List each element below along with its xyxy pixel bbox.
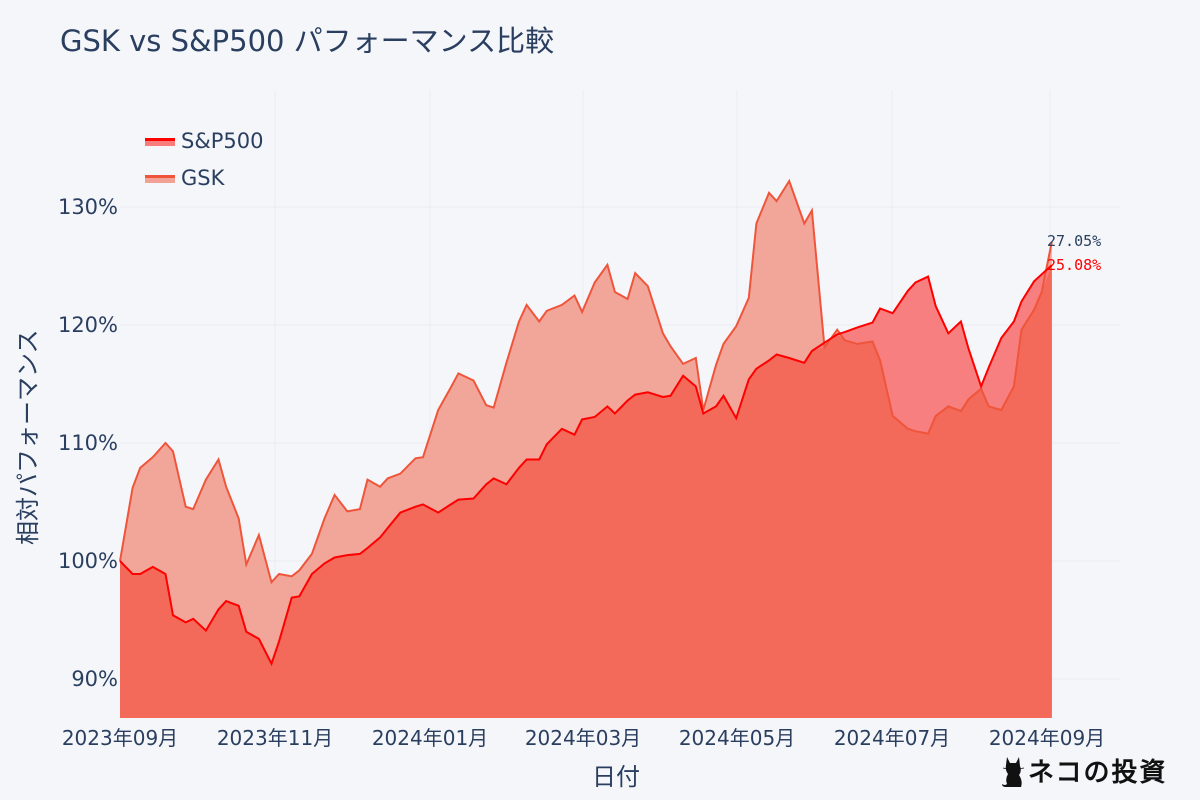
xtick-2024-03: 2024年03月 (524, 726, 642, 750)
gsk-swatch-icon (145, 173, 175, 183)
ytick-120: 120% (57, 313, 118, 337)
legend-item-gsk[interactable]: GSK (145, 159, 263, 196)
y-axis-label: 相対パフォーマンス (14, 329, 42, 545)
xtick-2024-01: 2024年01月 (371, 726, 489, 750)
xtick-2024-07: 2024年07月 (833, 726, 951, 750)
legend-label-gsk: GSK (181, 165, 225, 190)
xtick-2023-11: 2023年11月 (216, 726, 334, 750)
gsk-line (119, 178, 1053, 585)
sp500-line (119, 264, 1053, 667)
overlap-area (120, 265, 1052, 718)
ytick-100: 100% (57, 549, 118, 573)
xtick-2023-09: 2023年09月 (61, 726, 179, 750)
x-axis-label: 日付 (592, 763, 640, 791)
watermark-text: ネコの投資 (1028, 758, 1168, 788)
legend-label-sp500: S&P500 (181, 128, 264, 153)
chart-title: GSK vs S&P500 パフォーマンス比較 (60, 24, 555, 58)
ytick-130: 130% (57, 195, 118, 219)
cat-icon (1002, 756, 1025, 787)
ytick-110: 110% (57, 431, 118, 455)
ytick-90: 90% (71, 667, 118, 691)
gsk-end-label: 27.05% (1047, 232, 1102, 250)
xtick-2024-05: 2024年05月 (678, 726, 796, 750)
legend-item-sp500[interactable]: S&P500 (145, 122, 263, 159)
legend: S&P500 GSK (145, 122, 263, 196)
xtick-2024-09: 2024年09月 (988, 726, 1106, 750)
sp500-swatch-icon (145, 136, 175, 146)
watermark-logo: ネコの投資 (1000, 752, 1167, 789)
sp500-end-label: 25.08% (1047, 256, 1102, 274)
